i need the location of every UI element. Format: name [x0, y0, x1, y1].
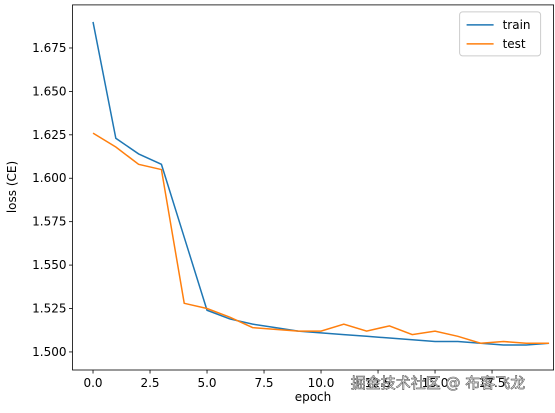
legend-label: train — [503, 18, 531, 32]
y-tick-label: 1.550 — [32, 258, 66, 272]
watermark: 掘金技术社区 @ 布客飞龙 — [351, 374, 526, 392]
x-tick-label: 0.0 — [83, 376, 102, 390]
legend-box — [459, 11, 542, 57]
x-axis-label: epoch — [295, 390, 332, 404]
y-tick-label: 1.650 — [32, 84, 66, 98]
line-series — [92, 132, 550, 345]
x-tick-label: 10.0 — [308, 376, 335, 390]
x-tick-label: 7.5 — [254, 376, 273, 390]
line-series — [92, 21, 550, 346]
x-tick-label: 5.0 — [197, 376, 216, 390]
y-tick-label: 1.625 — [32, 128, 66, 142]
legend-label: test — [503, 37, 526, 51]
plot-area — [72, 4, 555, 371]
y-tick-label: 1.575 — [32, 215, 66, 229]
x-tick-label: 12.5 — [365, 376, 392, 390]
y-tick-label: 1.500 — [32, 345, 66, 359]
x-tick-label: 2.5 — [140, 376, 159, 390]
x-tick-label: 17.5 — [479, 376, 506, 390]
y-tick-label: 1.600 — [32, 171, 66, 185]
y-axis-label: loss (CE) — [5, 161, 19, 213]
y-tick-label: 1.675 — [32, 41, 66, 55]
y-tick-label: 1.525 — [32, 302, 66, 316]
x-tick-label: 15.0 — [422, 376, 449, 390]
